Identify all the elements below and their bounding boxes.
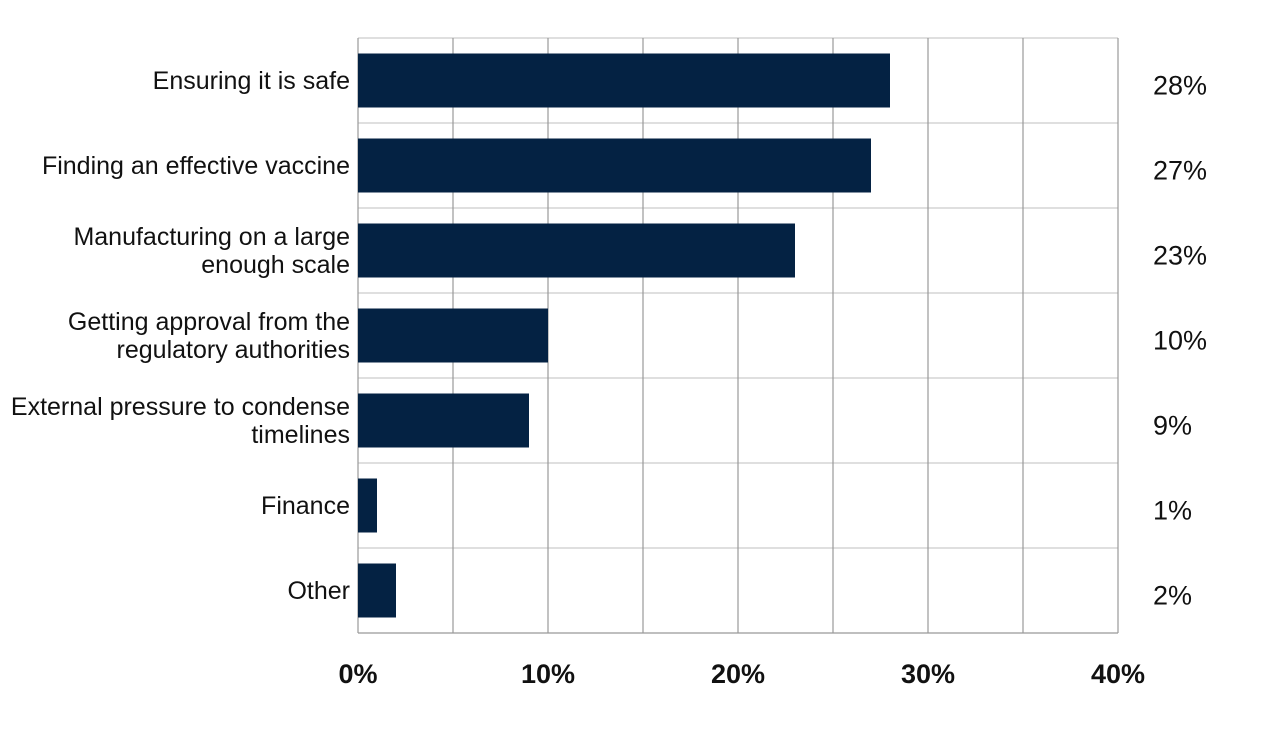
category-label: Getting approval from the regulatory aut…: [67, 307, 350, 364]
category-label: Other: [287, 576, 350, 605]
x-tick-label: 10%: [521, 659, 575, 689]
bar: [358, 393, 529, 448]
category-label: Ensuring it is safe: [152, 66, 350, 95]
value-label: 1%: [1153, 496, 1192, 526]
value-label: 28%: [1153, 71, 1207, 101]
category-label: Manufacturing on a large enough scale: [73, 222, 350, 279]
x-tick-label: 30%: [901, 659, 955, 689]
bar: [358, 478, 377, 533]
category-label: Finding an effective vaccine: [41, 151, 350, 180]
bar: [358, 563, 396, 618]
bar: [358, 138, 871, 193]
bar: [358, 223, 795, 278]
value-label: 2%: [1153, 581, 1192, 611]
category-label: External pressure to condense timelines: [10, 392, 350, 449]
x-tick-label: 20%: [711, 659, 765, 689]
value-label: 9%: [1153, 411, 1192, 441]
x-tick-label: 0%: [338, 659, 377, 689]
x-tick-label: 40%: [1091, 659, 1145, 689]
value-label: 23%: [1153, 241, 1207, 271]
bar: [358, 53, 890, 108]
bar: [358, 308, 548, 363]
value-label: 27%: [1153, 156, 1207, 186]
value-label: 10%: [1153, 326, 1207, 356]
category-label: Finance: [261, 491, 350, 520]
